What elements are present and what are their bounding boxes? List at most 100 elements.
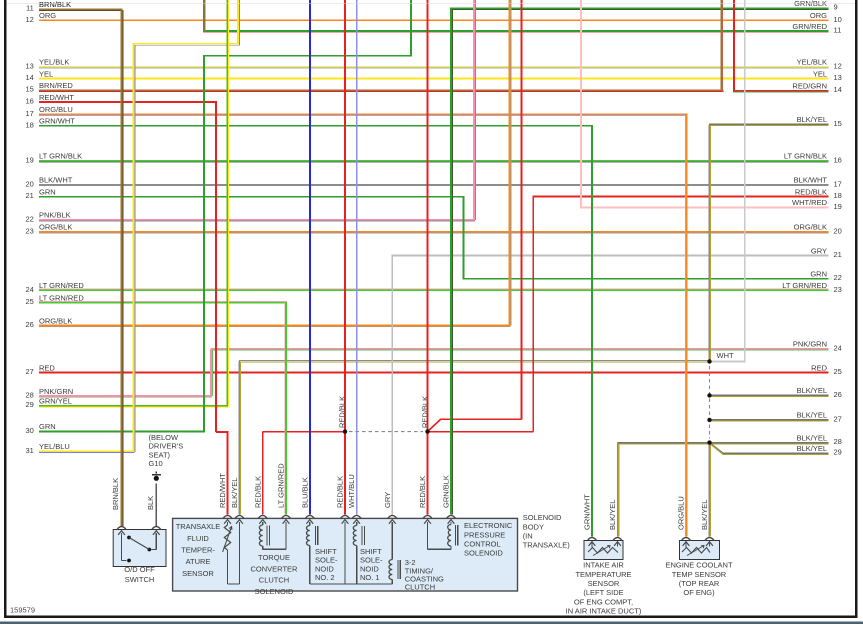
svg-text:TEMPERATURE: TEMPERATURE	[575, 570, 631, 579]
svg-text:ELECTRONIC: ELECTRONIC	[464, 521, 513, 530]
svg-text:SOLE-: SOLE-	[315, 556, 338, 565]
svg-text:BODY: BODY	[523, 522, 544, 531]
svg-text:LT GRN/RED: LT GRN/RED	[277, 463, 286, 508]
svg-text:BLK/YEL: BLK/YEL	[700, 500, 709, 530]
svg-text:RED/WHT: RED/WHT	[39, 93, 74, 102]
svg-text:TIMING/: TIMING/	[405, 566, 434, 575]
svg-text:BRN/BLK: BRN/BLK	[39, 0, 71, 9]
svg-text:BRN/BLK: BRN/BLK	[39, 0, 71, 9]
svg-text:TRANSAXLE: TRANSAXLE	[176, 522, 221, 531]
svg-text:12: 12	[25, 15, 33, 24]
svg-text:GRN: GRN	[810, 270, 827, 279]
svg-text:OF ENG): OF ENG)	[683, 588, 715, 597]
svg-text:RED: RED	[39, 363, 55, 372]
svg-text:ORG/BLU: ORG/BLU	[39, 105, 73, 114]
svg-text:RED/GRN: RED/GRN	[792, 81, 827, 90]
svg-text:29: 29	[25, 400, 33, 409]
svg-text:NOID: NOID	[315, 564, 334, 573]
svg-text:BLK/YEL: BLK/YEL	[797, 411, 827, 420]
svg-text:28: 28	[25, 391, 33, 400]
svg-text:ORG/BLK: ORG/BLK	[39, 223, 72, 232]
svg-text:YEL/BLK: YEL/BLK	[797, 58, 827, 67]
svg-text:BLK/YEL: BLK/YEL	[797, 433, 827, 442]
svg-text:10: 10	[834, 15, 842, 24]
svg-text:GRY: GRY	[811, 246, 827, 255]
svg-text:27: 27	[25, 367, 33, 376]
svg-text:26: 26	[834, 390, 842, 399]
svg-text:SENSOR: SENSOR	[588, 579, 620, 588]
svg-text:LT GRN/RED: LT GRN/RED	[782, 281, 827, 290]
svg-text:GRN/WHT: GRN/WHT	[39, 117, 75, 126]
svg-text:SHIFT: SHIFT	[315, 547, 337, 556]
svg-text:ORG/BLK: ORG/BLK	[794, 223, 827, 232]
svg-text:16: 16	[834, 155, 842, 164]
svg-text:SEAT): SEAT)	[149, 450, 171, 459]
svg-text:GRN: GRN	[39, 422, 56, 431]
svg-text:SENSOR: SENSOR	[182, 569, 214, 578]
svg-text:15: 15	[834, 119, 842, 128]
svg-text:BRN/RED: BRN/RED	[39, 81, 73, 90]
svg-text:NOID: NOID	[360, 564, 379, 573]
svg-text:(LEFT SIDE: (LEFT SIDE	[583, 588, 623, 597]
svg-text:INTAKE AIR: INTAKE AIR	[583, 561, 624, 570]
svg-text:RED/BLK: RED/BLK	[418, 476, 427, 508]
svg-text:GRN/WHT: GRN/WHT	[583, 494, 592, 530]
svg-text:20: 20	[25, 179, 33, 188]
svg-text:TEMPER-: TEMPER-	[181, 546, 215, 555]
svg-text:GRN/YEL: GRN/YEL	[39, 397, 72, 406]
svg-text:BLK/WHT: BLK/WHT	[39, 176, 73, 185]
svg-text:17: 17	[834, 179, 842, 188]
svg-text:21: 21	[25, 191, 33, 200]
svg-text:31: 31	[25, 446, 33, 455]
svg-text:15: 15	[25, 85, 33, 94]
svg-text:ORG: ORG	[810, 11, 827, 20]
svg-text:PRESSURE: PRESSURE	[464, 530, 505, 539]
svg-text:17: 17	[25, 109, 33, 118]
svg-text:FLUID: FLUID	[187, 534, 209, 543]
svg-text:LT GRN/RED: LT GRN/RED	[39, 281, 84, 290]
svg-text:BLK/WHT: BLK/WHT	[794, 176, 828, 185]
svg-text:23: 23	[834, 285, 842, 294]
svg-text:LT GRN/RED: LT GRN/RED	[39, 294, 84, 303]
svg-text:RED/BLK: RED/BLK	[421, 396, 430, 428]
svg-text:YEL: YEL	[39, 69, 53, 78]
svg-text:TRANSAXLE): TRANSAXLE)	[523, 541, 571, 550]
svg-text:RED/WHT: RED/WHT	[218, 473, 227, 508]
svg-text:WHT/BLU: WHT/BLU	[347, 474, 356, 508]
svg-text:ATURE: ATURE	[186, 557, 211, 566]
svg-text:GRN: GRN	[39, 188, 56, 197]
svg-text:DRIVER'S: DRIVER'S	[149, 442, 184, 451]
svg-text:(BELOW: (BELOW	[149, 433, 180, 442]
svg-text:BLK/YEL: BLK/YEL	[230, 478, 239, 508]
svg-text:14: 14	[834, 85, 842, 94]
svg-text:11: 11	[26, 4, 34, 13]
svg-text:RED/BLK: RED/BLK	[336, 476, 345, 508]
svg-text:18: 18	[834, 191, 842, 200]
svg-text:19: 19	[25, 155, 33, 164]
svg-text:SOLE-: SOLE-	[360, 556, 383, 565]
svg-text:YEL/BLU: YEL/BLU	[39, 442, 70, 451]
svg-text:RED/BLK: RED/BLK	[795, 187, 827, 196]
svg-text:ORG: ORG	[39, 11, 56, 20]
svg-text:9: 9	[834, 3, 838, 12]
svg-text:28: 28	[834, 437, 842, 446]
svg-text:27: 27	[834, 414, 842, 423]
svg-text:ORG/BLU: ORG/BLU	[677, 496, 686, 530]
svg-text:29: 29	[834, 448, 842, 457]
svg-text:23: 23	[25, 226, 33, 235]
svg-text:LT GRN/BLK: LT GRN/BLK	[784, 152, 827, 161]
svg-text:BLK/YEL: BLK/YEL	[608, 500, 617, 530]
svg-text:GRY: GRY	[383, 492, 392, 508]
svg-text:BLK/YEL: BLK/YEL	[797, 115, 827, 124]
svg-text:CLUTCH: CLUTCH	[259, 576, 289, 585]
svg-text:SOLENOID: SOLENOID	[464, 549, 503, 558]
svg-text:13: 13	[834, 73, 842, 82]
svg-text:SHIFT: SHIFT	[360, 547, 382, 556]
svg-text:WHT: WHT	[717, 351, 734, 360]
svg-text:CONVERTER: CONVERTER	[251, 564, 299, 573]
svg-text:ENGINE COOLANT: ENGINE COOLANT	[665, 561, 733, 570]
svg-text:BLK/YEL: BLK/YEL	[797, 386, 827, 395]
svg-text:SOLENOID: SOLENOID	[523, 513, 562, 522]
svg-text:NO. 2: NO. 2	[315, 573, 335, 582]
svg-text:(IN: (IN	[523, 532, 533, 541]
